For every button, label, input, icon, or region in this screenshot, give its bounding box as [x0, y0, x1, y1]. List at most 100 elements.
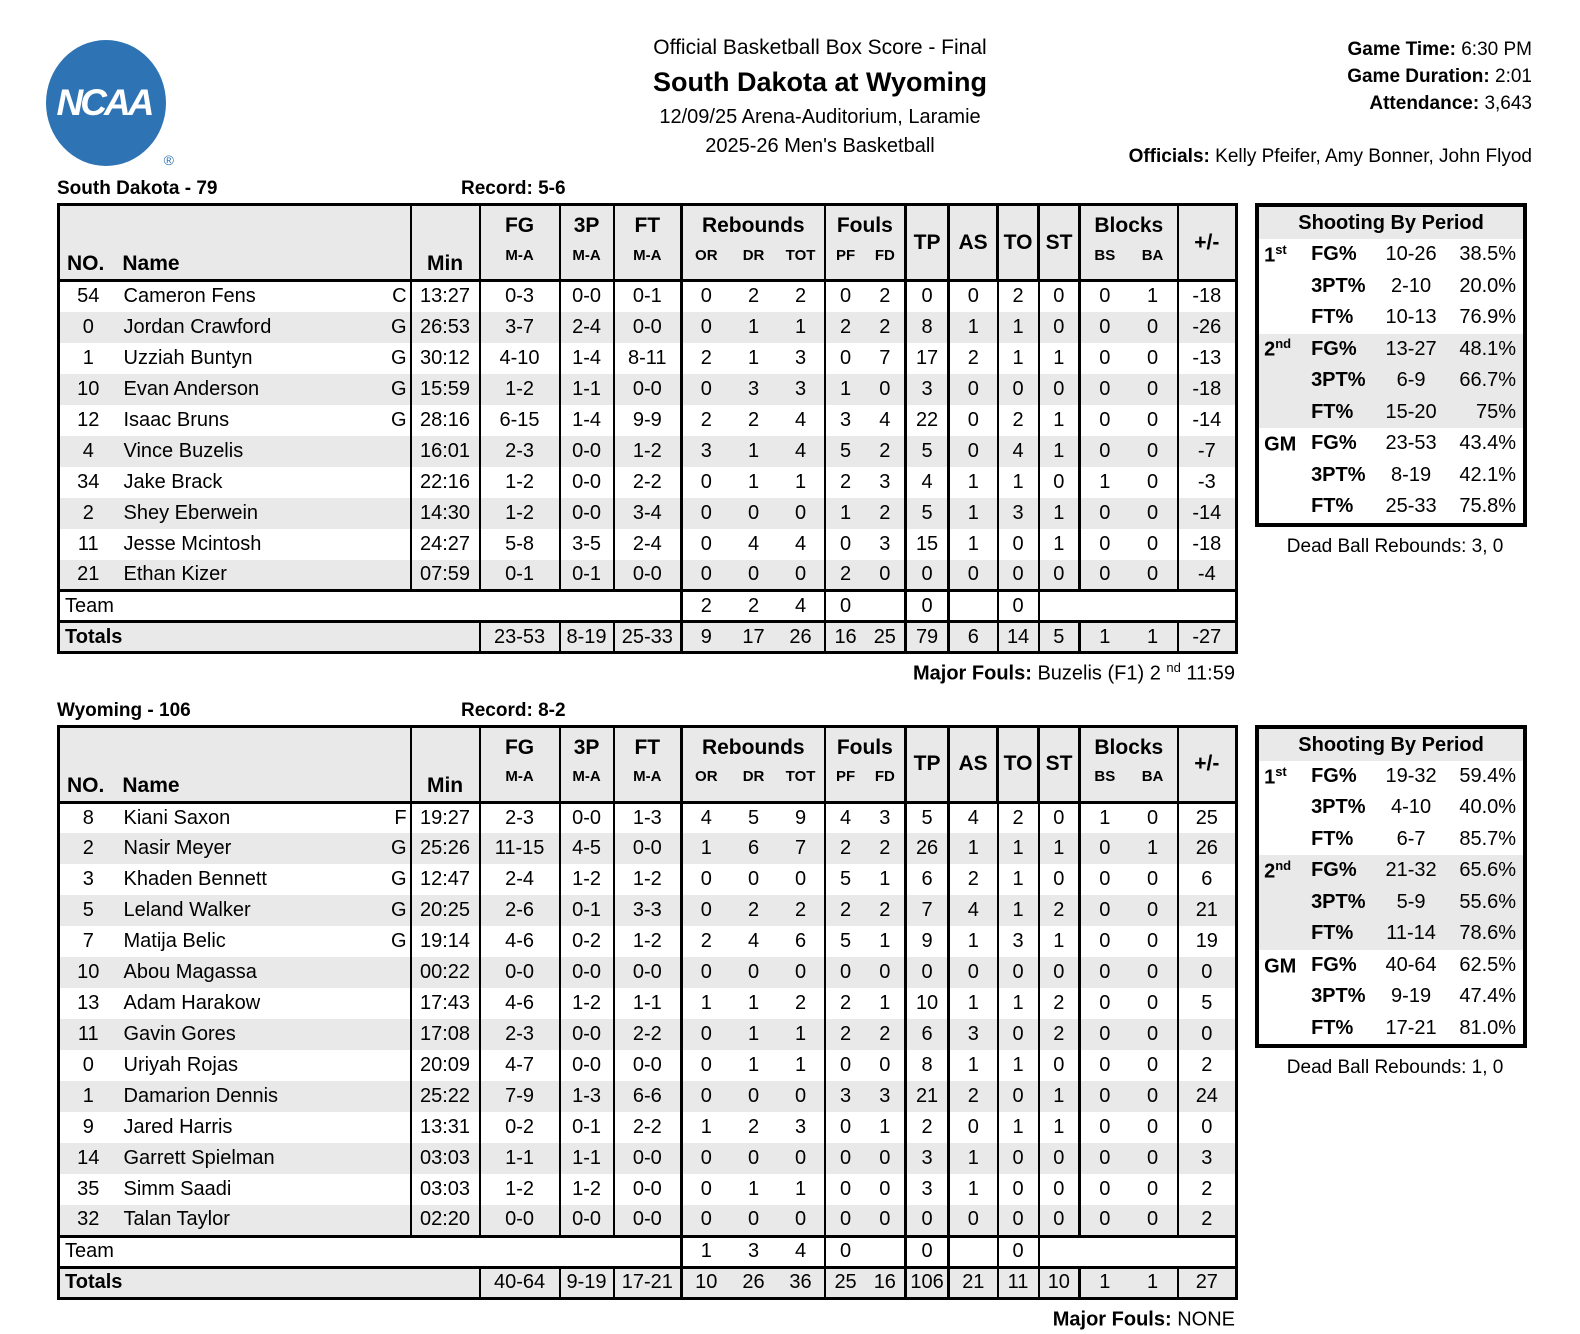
player-name: Jordan Crawford [123, 315, 272, 338]
shooting-percentage: 81.0% [1459, 1016, 1517, 1039]
shooting-stat-label: FT% [1311, 306, 1354, 329]
stat-3p: 1-2 [558, 988, 614, 1020]
stat-3p: 1-1 [558, 373, 614, 405]
stat-or: 0 [680, 528, 730, 560]
shooting-made-attempted: 17-21 [1385, 1016, 1437, 1039]
stat-pf: 0 [823, 528, 866, 560]
totals-pf: 16 [823, 620, 866, 653]
stat-fg: 2-3 [478, 435, 560, 467]
stat-tot: 1 [794, 470, 807, 493]
stat-as: 1 [947, 1143, 998, 1175]
team-or: 2 [680, 589, 730, 622]
shooting-stat-label: FG% [1311, 432, 1357, 455]
stat-ft: 0-0 [612, 833, 682, 865]
stat-st: 0 [1037, 311, 1080, 343]
stat-ba: 0 [1147, 930, 1159, 953]
shooting-row: 3PT% 9-19 47.4% [1259, 981, 1523, 1013]
stat-plusminus: 2 [1176, 1174, 1237, 1206]
stat-tot: 6 [794, 930, 807, 953]
stat-3p: 1-3 [558, 1081, 614, 1113]
player-name: Gavin Gores [123, 1023, 236, 1046]
stat-ft: 1-3 [612, 802, 682, 834]
totals-ft: 25-33 [612, 620, 682, 653]
col-header-3p: 3P [558, 726, 614, 769]
stat-plusminus: 19 [1176, 926, 1237, 958]
player-position: G [390, 899, 407, 922]
stat-st: 0 [1037, 957, 1080, 989]
stat-fd: 1 [879, 1116, 891, 1139]
ncaa-logo-text: NCAA [56, 82, 155, 123]
stat-to: 3 [996, 497, 1039, 529]
player-number: 32 [77, 1208, 100, 1231]
shooting-percentage: 59.4% [1459, 764, 1517, 787]
stat-bs: 0 [1078, 988, 1129, 1020]
col-header-tp: TP [904, 204, 949, 281]
totals-or: 10 [680, 1265, 730, 1299]
stat-plusminus: -18 [1176, 528, 1237, 560]
shooting-made-attempted: 25-33 [1385, 495, 1437, 518]
stat-to: 1 [996, 864, 1039, 896]
stat-tp: 0 [904, 957, 949, 989]
stat-min: 30:12 [409, 342, 480, 374]
shooting-row: FT% 10-13 76.9% [1259, 302, 1523, 334]
stat-to: 0 [996, 559, 1039, 591]
stat-min: 14:30 [409, 497, 480, 529]
player-number: 11 [77, 532, 99, 555]
stat-to: 2 [996, 280, 1039, 312]
stat-st: 2 [1037, 988, 1080, 1020]
stat-3p: 1-4 [558, 404, 614, 436]
player-name: Nasir Meyer [123, 837, 232, 860]
player-row: 11 Gavin Gores 17:08 2-3 0-0 2-2 0 1 1 2… [58, 1019, 1237, 1051]
stat-tp: 0 [904, 280, 949, 312]
team-pf: 0 [823, 1234, 866, 1268]
stat-plusminus: 25 [1176, 802, 1237, 834]
stat-tp: 8 [904, 311, 949, 343]
stat-tp: 6 [904, 864, 949, 896]
shooting-percentage: 42.1% [1459, 463, 1517, 486]
stat-ba: 0 [1147, 899, 1159, 922]
col-subheader-or: OR [680, 768, 730, 803]
col-subheader-bs: BS [1078, 768, 1129, 803]
stat-or: 0 [680, 895, 730, 927]
team-dr: 3 [729, 1234, 778, 1268]
shooting-percentage: 43.4% [1459, 432, 1517, 455]
stat-tot: 0 [794, 501, 807, 524]
player-number: 1 [82, 346, 94, 369]
stat-dr: 2 [747, 408, 760, 431]
stat-fd: 1 [879, 992, 891, 1015]
shooting-period: 1st [1264, 763, 1287, 789]
stat-as: 1 [947, 466, 998, 498]
shooting-period: GM [1264, 433, 1297, 456]
stat-plusminus: 0 [1176, 957, 1237, 989]
stat-st: 1 [1037, 342, 1080, 374]
stat-tot: 1 [794, 1054, 807, 1077]
stat-to: 1 [996, 988, 1039, 1020]
stat-as: 1 [947, 988, 998, 1020]
stat-dr: 3 [747, 377, 760, 400]
stat-as: 1 [947, 1174, 998, 1206]
game-duration: Game Duration: 2:01 [1347, 66, 1532, 87]
stat-pf: 4 [823, 802, 866, 834]
player-row: 34 Jake Brack 22:16 1-2 0-0 2-2 0 1 1 2 … [59, 466, 1237, 498]
stat-pf: 0 [823, 957, 866, 989]
player-number: 1 [82, 1085, 94, 1108]
stat-pf: 2 [823, 311, 866, 343]
stat-ba: 0 [1147, 377, 1159, 400]
shooting-row: FT% 15-20 75% [1259, 396, 1524, 428]
player-row: 8 Kiani Saxon F 19:27 2-3 0-0 1-3 4 5 9 … [59, 802, 1237, 834]
totals-tot: 36 [777, 1265, 825, 1299]
stat-fg: 0-2 [478, 1112, 560, 1144]
stat-or: 0 [680, 864, 730, 896]
dead-ball-rebounds: Dead Ball Rebounds: 1, 0 [1286, 1057, 1504, 1079]
stat-tp: 5 [904, 802, 949, 834]
stat-fd: 2 [879, 285, 891, 308]
stat-min: 03:03 [409, 1143, 480, 1175]
player-row: 10 Evan Anderson G 15:59 1-2 1-1 0-0 0 3… [58, 373, 1237, 405]
player-name: Jared Harris [123, 1116, 233, 1139]
stat-to: 1 [996, 311, 1039, 343]
stat-fg: 1-1 [478, 1143, 560, 1175]
shooting-stat-label: FT% [1311, 495, 1354, 518]
player-name: Uriyah Rojas [123, 1054, 238, 1077]
matchup-title: South Dakota at Wyoming [652, 67, 988, 97]
stat-tp: 4 [904, 466, 949, 498]
